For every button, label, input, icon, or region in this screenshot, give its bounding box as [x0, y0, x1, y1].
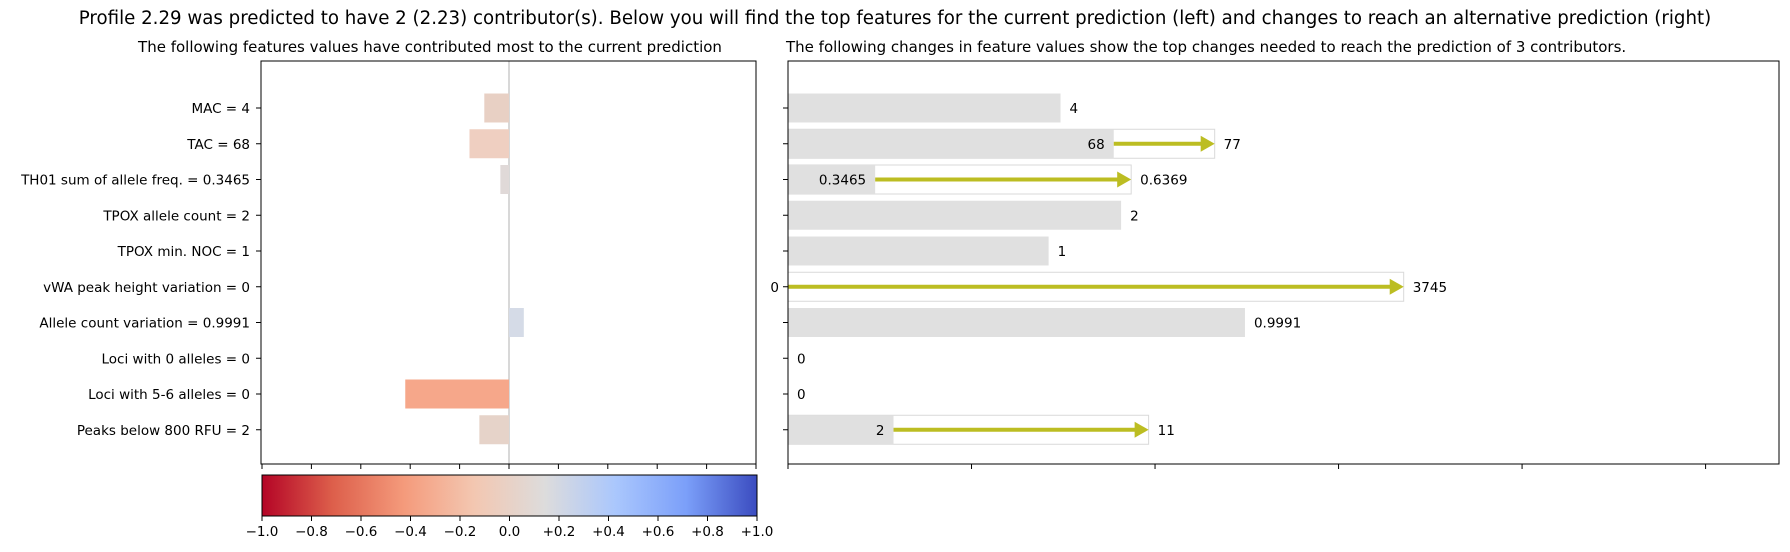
colorbar-ticks: −1.0 −0.8 −0.6 −0.4 −0.2 0.0 +0.2 +0.4 +0.6 +0.8 +…	[246, 516, 774, 540]
left-category-label: TPOX allele count = 2	[102, 208, 250, 224]
left-bar	[509, 308, 524, 337]
right-current-label: 0.9991	[1254, 316, 1301, 332]
right-current-bar	[788, 93, 1061, 123]
left-category-label: vWA peak height variation = 0	[43, 280, 250, 296]
colorbar	[261, 474, 758, 517]
colorbar-tick-label: +0.2	[543, 524, 576, 540]
left-bar	[405, 379, 509, 409]
colorbar-tick-label: +0.4	[592, 524, 625, 540]
right-target-label: 11	[1158, 423, 1175, 439]
right-change-arrow-head	[1134, 421, 1149, 438]
left-axes-frame	[260, 60, 757, 465]
left-category-label: MAC = 4	[191, 101, 250, 117]
right-axes-frame	[787, 60, 1780, 465]
right-current-label: 0.3465	[819, 173, 866, 189]
left-category-label: TPOX min. NOC = 1	[117, 244, 250, 260]
left-bar	[500, 165, 509, 194]
right-current-bar	[788, 308, 1245, 337]
left-category-label: TH01 sum of allele freq. = 0.3465	[20, 173, 250, 189]
right-change-arrow-head	[1117, 171, 1132, 188]
right-change-arrow-head	[1389, 278, 1404, 295]
right-target-label: 0.6369	[1140, 173, 1187, 189]
colorbar-tick-label: −0.6	[345, 524, 378, 540]
figure-suptitle: Profile 2.29 was predicted to have 2 (2.…	[79, 8, 1711, 29]
right-change-arrow-head	[1200, 135, 1215, 152]
right-current-label: 0	[797, 387, 806, 403]
right-current-bar	[788, 129, 1114, 159]
right-current-label: 2	[876, 423, 885, 439]
left-chart-title: The following features values have contr…	[137, 38, 722, 56]
colorbar-tick-label: −0.8	[295, 524, 328, 540]
right-current-label: 0	[797, 351, 806, 367]
right-plot-area: 4 68 77 0.3465 0.6369 2 1 0 3745 0.9991 0 0 2 11	[770, 93, 1707, 469]
right-current-label: 68	[1088, 137, 1105, 153]
right-target-label: 3745	[1413, 280, 1447, 296]
right-current-label: 4	[1070, 101, 1079, 117]
left-bar	[484, 93, 509, 123]
right-current-bar	[788, 200, 1122, 230]
right-target-label: 77	[1224, 137, 1241, 153]
colorbar-tick-label: −0.4	[394, 524, 427, 540]
left-category-label: Peaks below 800 RFU = 2	[77, 423, 250, 439]
right-current-bar	[788, 165, 876, 194]
colorbar-tick-label: 0.0	[499, 524, 520, 540]
right-current-bar	[788, 236, 1049, 266]
left-category-label: Allele count variation = 0.9991	[39, 316, 250, 332]
right-current-label: 0	[770, 280, 779, 296]
colorbar-tick-label: +0.8	[691, 524, 724, 540]
left-bar	[479, 415, 509, 445]
left-category-label: Loci with 5-6 alleles = 0	[88, 387, 250, 403]
colorbar-tick-label: −0.2	[444, 524, 477, 540]
right-current-bar	[788, 415, 894, 445]
colorbar-tick-label: −1.0	[246, 524, 279, 540]
left-category-label: TAC = 68	[186, 137, 250, 153]
right-current-label: 1	[1058, 244, 1067, 260]
colorbar-tick-label: +0.6	[642, 524, 675, 540]
left-category-label: Loci with 0 alleles = 0	[102, 351, 250, 367]
colorbar-tick-label: +1.0	[741, 524, 774, 540]
right-current-label: 2	[1130, 208, 1139, 224]
left-bar	[469, 129, 509, 159]
left-plot-area: MAC = 4 TAC = 68 TH01 sum of allele freq. …	[20, 61, 757, 469]
right-chart-title: The following changes in feature values …	[785, 38, 1626, 56]
